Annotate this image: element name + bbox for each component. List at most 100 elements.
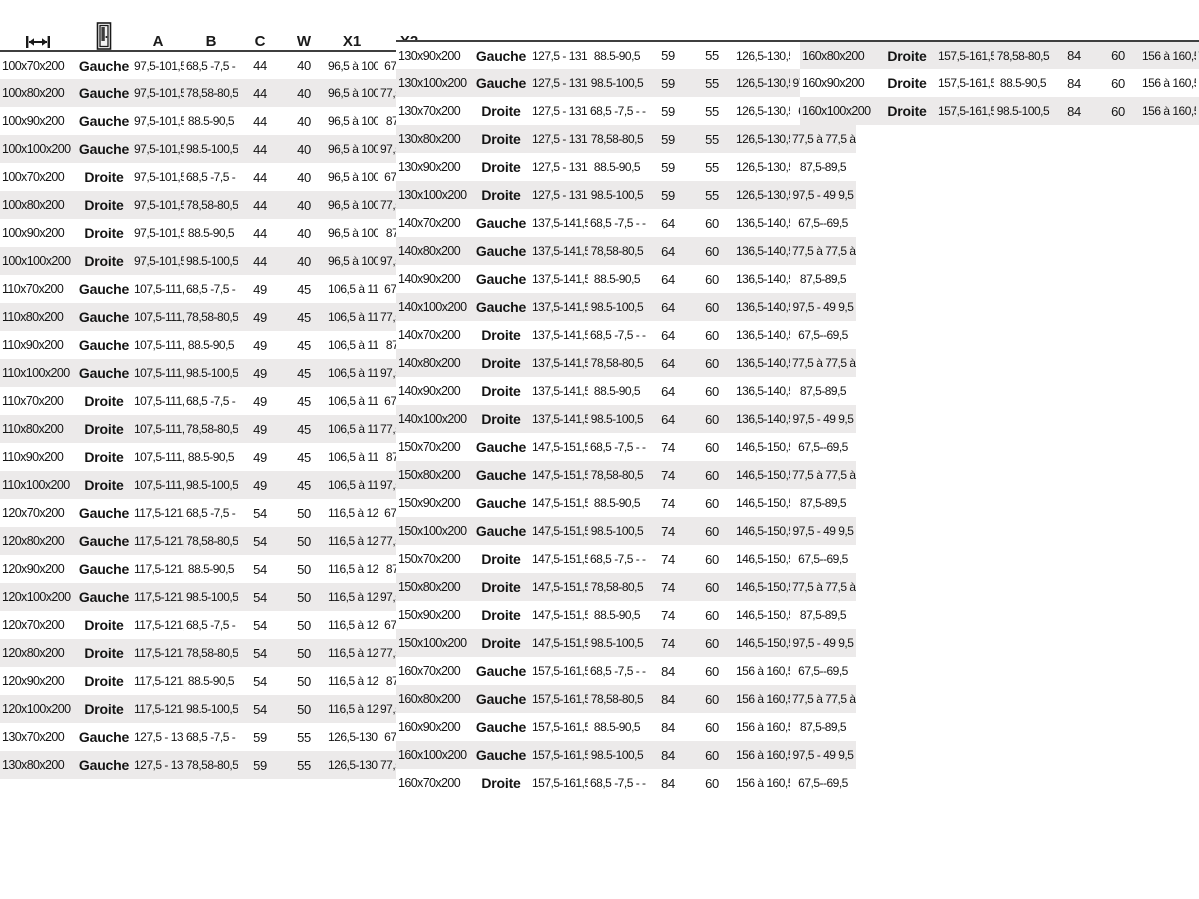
table-row[interactable]: 140x100x200 Droite 137,5-141,5 98.5-100,5 64…	[396, 405, 856, 433]
table-row[interactable]: 150x100x200 Droite 147,5-151,5 98.5-100,5 74…	[396, 629, 856, 657]
table-row[interactable]: 100x100x200 Gauche 97,5-101,5 98.5-100,5 44 4…	[0, 135, 440, 163]
cell-c: 54	[253, 645, 267, 661]
table-row[interactable]: 140x90x200 Droite 137,5-141,5 88.5-90,5 64 60…	[396, 377, 856, 405]
table-row[interactable]: 110x90x200 Gauche 107,5-111,588.5-90,5 49 45…	[0, 331, 440, 359]
table-row[interactable]: 110x100x200 Droite 107,5-111,598.5-100,5 49…	[0, 471, 440, 499]
cell-c: 84	[1067, 48, 1081, 63]
table-row[interactable]: 140x90x200 Gauche 137,5-141,5 88.5-90,5 64 60…	[396, 265, 856, 293]
table-row[interactable]: 120x90x200 Droite 117,5-121,588.5-90,5 54 50…	[0, 667, 440, 695]
column-header-c[interactable]: C	[254, 33, 266, 50]
cell-c: 64	[661, 243, 675, 259]
cell-w: 60	[705, 439, 719, 455]
cell-c: 64	[661, 327, 675, 343]
table-row[interactable]: 140x80x200 Droite 137,5-141,5 78,58-80,5 64 6…	[396, 349, 856, 377]
table-row[interactable]: 150x80x200 Droite 147,5-151,5 78,58-80,5 74 6…	[396, 573, 856, 601]
table-row[interactable]: 100x70x200 Droite 97,5-101,5 68,5 -7,5 - - 4…	[0, 163, 440, 191]
table-row[interactable]: 100x90x200 Gauche 97,5-101,5 88.5-90,5 44 40 9…	[0, 107, 440, 135]
column-header-w[interactable]: W	[296, 33, 312, 50]
table-row[interactable]: 110x70x200 Gauche 107,5-111,568,5 -7,5 - -…	[0, 275, 440, 303]
table-row[interactable]: 100x100x200 Droite 97,5-101,5 98.5-100,5 44 4…	[0, 247, 440, 275]
table-row[interactable]: 110x80x200 Droite 107,5-111,578,58-80,5 49 4…	[0, 415, 440, 443]
table-row[interactable]: 130x80x200 Gauche 127,5 - 131,578,58-80,5 5…	[0, 751, 440, 779]
cell-dimension: 130x70x200	[2, 730, 65, 744]
column-header-a[interactable]: A	[152, 33, 164, 50]
table-row[interactable]: 120x100x200 Droite 117,5-121,598.5-100,5 54…	[0, 695, 440, 723]
table-row[interactable]: 110x90x200 Droite 107,5-111,588.5-90,5 49 45…	[0, 443, 440, 471]
table-row[interactable]: 100x70x200 Gauche 97,5-101,5 68,5 -7,5 - - 4…	[0, 51, 440, 79]
table-row[interactable]: 150x70x200 Gauche 147,5-151,5 68,5 -7,5 - -…	[396, 433, 856, 461]
table-row[interactable]: 120x100x200 Gauche 117,5-121,598.5-100,5 54…	[0, 583, 440, 611]
table-row[interactable]: 120x80x200 Droite 117,5-121,578,58-80,5 54 5…	[0, 639, 440, 667]
cell-side: Gauche	[475, 243, 527, 259]
cell-side: Gauche	[475, 439, 527, 455]
table-row[interactable]: 120x80x200 Gauche 117,5-121,578,58-80,5 54 5…	[0, 527, 440, 555]
table-row[interactable]: 130x90x200 Gauche 127,5 - 131,5 88.5-90,5 59…	[396, 41, 856, 69]
cell-w: 60	[705, 383, 719, 399]
cell-c: 64	[661, 383, 675, 399]
table-row[interactable]: 150x90x200 Droite 147,5-151,5 88.5-90,5 74 60…	[396, 601, 856, 629]
table-row[interactable]: 160x80x200 Droite 157,5-161,5 78,58-80,5 84 6…	[800, 41, 1199, 69]
table-row[interactable]: 110x80x200 Gauche 107,5-111,578,58-80,5 49 4…	[0, 303, 440, 331]
cell-a: 117,5-121,5	[134, 646, 184, 660]
cell-b: 68,5 -7,5 - -	[590, 440, 646, 454]
table-row[interactable]: 100x80x200 Gauche 97,5-101,5 78,58-80,5 44 40…	[0, 79, 440, 107]
column-header-x2[interactable]: X2	[399, 33, 419, 50]
cell-x2: 67,5--69,5	[384, 170, 434, 184]
cell-w: 45	[297, 421, 311, 437]
table-row[interactable]: 120x90x200 Gauche 117,5-121,588.5-90,5 54 50…	[0, 555, 440, 583]
cell-x2: 77,5 à 77,5 à 79,5	[380, 86, 440, 100]
table-row[interactable]: 140x70x200 Gauche 137,5-141,5 68,5 -7,5 - -…	[396, 209, 856, 237]
table-row[interactable]: 110x70x200 Droite 107,5-111,568,5 -7,5 - -…	[0, 387, 440, 415]
cell-x2: 97,5 - 49 9,5	[380, 366, 440, 380]
table-row[interactable]: 120x70x200 Droite 117,5-121,568,5 -7,5 - -…	[0, 611, 440, 639]
cell-x2: 77,5 à 77,5 à 79,5	[792, 356, 856, 370]
table-row[interactable]: 160x70x200 Gauche 157,5-161,5 68,5 -7,5 - -…	[396, 657, 856, 685]
cell-x1: 106,5 à 110,5	[328, 282, 378, 296]
cell-x1: 96,5 à 100,0	[328, 226, 378, 240]
table-row[interactable]: 160x100x200 Gauche 157,5-161,5 98.5-100,5 84…	[396, 741, 856, 769]
cell-dimension: 120x100x200	[2, 590, 71, 604]
table-row[interactable]: 100x80x200 Droite 97,5-101,5 78,58-80,5 44 40…	[0, 191, 440, 219]
table-row[interactable]: 150x90x200 Gauche 147,5-151,5 88.5-90,5 74 60…	[396, 489, 856, 517]
column-header-dimension[interactable]	[0, 0, 76, 51]
cell-x2: 87,5-89,5	[799, 384, 847, 398]
table-row[interactable]: 100x90x200 Droite 97,5-101,5 88.5-90,5 44 40 9…	[0, 219, 440, 247]
table-row[interactable]: 150x100x200 Gauche 147,5-151,5 98.5-100,5 74…	[396, 517, 856, 545]
table-row[interactable]: 140x80x200 Gauche 137,5-141,5 78,58-80,5 64 6…	[396, 237, 856, 265]
column-header-b[interactable]: B	[205, 33, 217, 50]
cell-x1: 116,5 à 120,5	[328, 534, 378, 548]
table-row[interactable]: 150x80x200 Gauche 147,5-151,5 78,58-80,5 74 6…	[396, 461, 856, 489]
cell-c: 44	[253, 113, 267, 129]
table-row[interactable]: 120x70x200 Gauche 117,5-121,568,5 -7,5 - -…	[0, 499, 440, 527]
cell-dimension: 110x90x200	[2, 450, 64, 464]
cell-w: 55	[297, 757, 311, 773]
table-row[interactable]: 160x90x200 Droite 157,5-161,5 88.5-90,5 84 60…	[800, 69, 1199, 97]
table-row[interactable]: 130x100x200 Droite 127,5 - 131,598.5-100,5…	[396, 181, 856, 209]
cell-x2: 77,5 à 77,5 à 79,5	[792, 692, 856, 706]
cell-b: 68,5 -7,5 - -	[186, 170, 238, 184]
column-header-x1[interactable]: X1	[342, 33, 362, 50]
table-row[interactable]: 140x70x200 Droite 137,5-141,5 68,5 -7,5 - -…	[396, 321, 856, 349]
cell-a: 157,5-161,5	[532, 720, 588, 734]
table-row[interactable]: 130x90x200 Droite 127,5 - 131,5 88.5-90,5 59…	[396, 153, 856, 181]
table-row[interactable]: 160x100x200 Droite 157,5-161,5 98.5-100,5 84…	[800, 97, 1199, 125]
cell-x1: 106,5 à 110,5	[328, 394, 378, 408]
cell-c: 49	[253, 309, 267, 325]
table-row[interactable]: 130x70x200 Droite 127,5 - 131,568,5 -7,5 -…	[396, 97, 856, 125]
cell-w: 60	[705, 299, 719, 315]
table-row[interactable]: 130x80x200 Droite 127,5 - 131,578,58-80,5 5…	[396, 125, 856, 153]
cell-x1: 116,5 à 120,5	[328, 506, 378, 520]
table-row[interactable]: 140x100x200 Gauche 137,5-141,5 98.5-100,5 64…	[396, 293, 856, 321]
cell-dimension: 110x80x200	[2, 310, 64, 324]
cell-w: 40	[297, 141, 311, 157]
table-row[interactable]: 150x70x200 Droite 147,5-151,5 68,5 -7,5 - -…	[396, 545, 856, 573]
table-row[interactable]: 130x100x200 Gauche 127,5 - 131,598.5-100,5…	[396, 69, 856, 97]
cell-x2: 77,5 à 77,5 à 79,5	[792, 468, 856, 482]
column-header-side[interactable]	[76, 0, 132, 51]
table-row[interactable]: 110x100x200 Gauche 107,5-111,598.5-100,5 49…	[0, 359, 440, 387]
cell-a: 127,5 - 131,5	[532, 48, 588, 63]
table-row[interactable]: 160x80x200 Gauche 157,5-161,5 78,58-80,5 84 6…	[396, 685, 856, 713]
table-row[interactable]: 130x70x200 Gauche 127,5 - 131,568,5 -7,5 -…	[0, 723, 440, 751]
table-row[interactable]: 160x70x200 Droite 157,5-161,5 68,5 -7,5 - -…	[396, 769, 856, 797]
table-row[interactable]: 160x90x200 Gauche 157,5-161,5 88.5-90,5 84 60…	[396, 713, 856, 741]
